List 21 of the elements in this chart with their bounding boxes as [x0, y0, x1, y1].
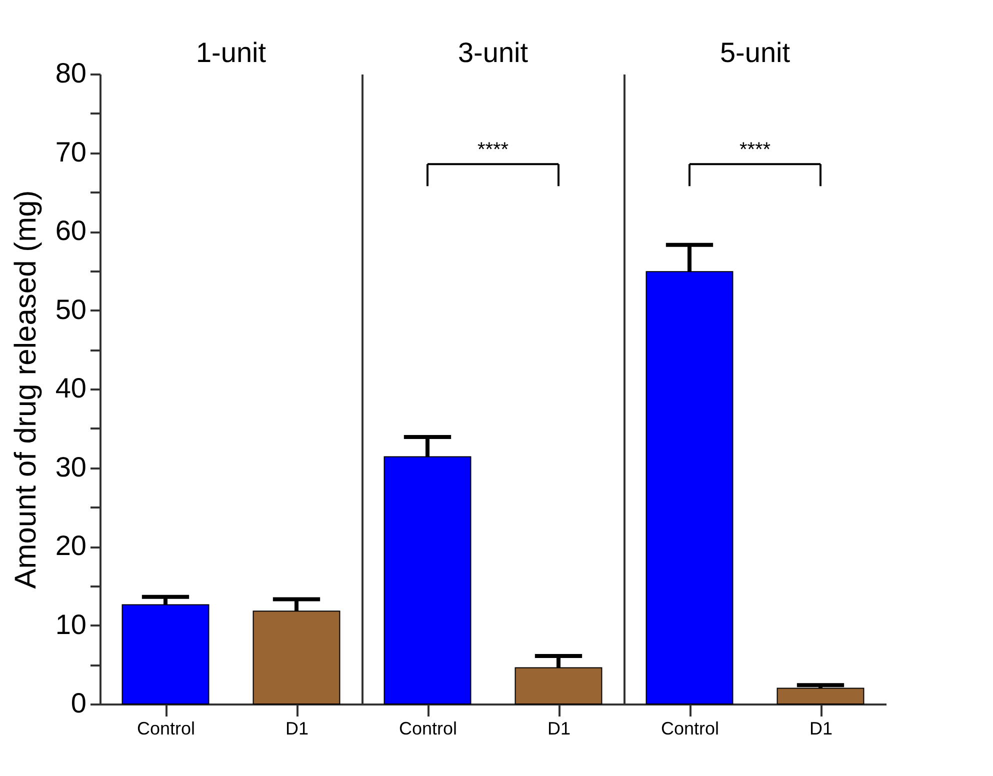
- y-tick-label: 60: [55, 215, 86, 246]
- y-tick-label: 0: [70, 688, 86, 718]
- x-tick-label: D1: [809, 718, 833, 738]
- annotation: ****: [739, 139, 771, 162]
- x-tick-label: Control: [660, 718, 720, 738]
- y-axis-title: Amount of drug released (mg): [9, 190, 42, 589]
- x-tick-label: Control: [398, 718, 458, 738]
- y-tick-label: 40: [55, 372, 86, 404]
- y-tick-label: 20: [55, 530, 86, 561]
- y-tick-label: 10: [55, 608, 86, 640]
- chart-title: 1-unit: [196, 37, 266, 68]
- y-tick-label: 70: [55, 136, 86, 168]
- y-tick-label: 30: [55, 451, 86, 482]
- y-tick-label: 80: [55, 58, 86, 88]
- y-tick-label: 50: [55, 294, 86, 325]
- x-tick-label: D1: [285, 718, 309, 738]
- annotation: ****: [477, 139, 509, 162]
- chart-title: 3-unit: [458, 37, 528, 68]
- x-tick-label: Control: [136, 718, 196, 738]
- x-tick-label: D1: [547, 718, 571, 738]
- chart-title: 5-unit: [720, 37, 790, 68]
